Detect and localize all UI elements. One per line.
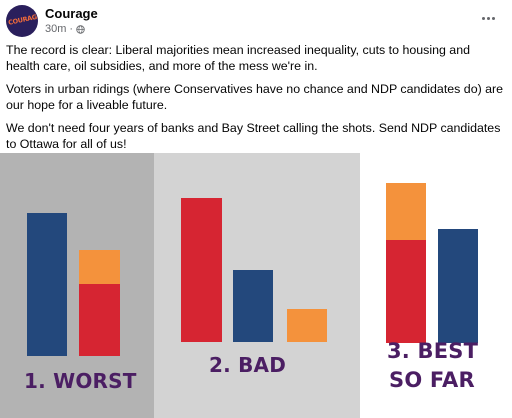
panel-best-so-far: 3. BEST SO FAR xyxy=(360,153,512,418)
post-paragraph-3: We don't need four years of banks and Ba… xyxy=(6,121,501,151)
avatar-logo-text: COURAGE xyxy=(7,12,38,27)
caption-bad: 2. BAD xyxy=(209,353,287,377)
post-image[interactable]: 1. WORST 2. BAD 3. BEST SO FAR xyxy=(0,153,512,418)
post-paragraph-2: Voters in urban ridings (where Conservat… xyxy=(6,82,504,112)
panel-bad: 2. BAD xyxy=(154,153,360,418)
bar-red xyxy=(181,198,222,342)
globe-icon[interactable] xyxy=(76,24,85,34)
avatar[interactable]: COURAGE xyxy=(6,5,38,37)
post-meta: 30m · xyxy=(45,23,85,35)
bar-orange xyxy=(79,250,120,284)
bar-blue xyxy=(233,270,273,342)
more-options-icon[interactable] xyxy=(478,8,498,28)
post-header: COURAGE Courage 30m · xyxy=(0,0,512,40)
bar-orange xyxy=(287,309,327,342)
caption-line-1: 3. BEST xyxy=(387,339,479,363)
bar-blue xyxy=(27,213,67,356)
post-time[interactable]: 30m xyxy=(45,23,67,35)
caption-best-so-far: 3. BEST SO FAR xyxy=(387,337,512,395)
post-body: The record is clear: Liberal majorities … xyxy=(6,43,506,160)
meta-separator: · xyxy=(69,23,74,35)
bar-blue xyxy=(438,229,478,343)
caption-line-2: SO FAR xyxy=(389,368,475,392)
panel-worst: 1. WORST xyxy=(0,153,154,418)
bar-red xyxy=(79,284,120,356)
post-paragraph-1: The record is clear: Liberal majorities … xyxy=(6,43,470,73)
bar-orange xyxy=(386,183,426,240)
author-name[interactable]: Courage xyxy=(45,6,98,21)
caption-worst: 1. WORST xyxy=(24,369,137,393)
bar-red xyxy=(386,240,426,343)
